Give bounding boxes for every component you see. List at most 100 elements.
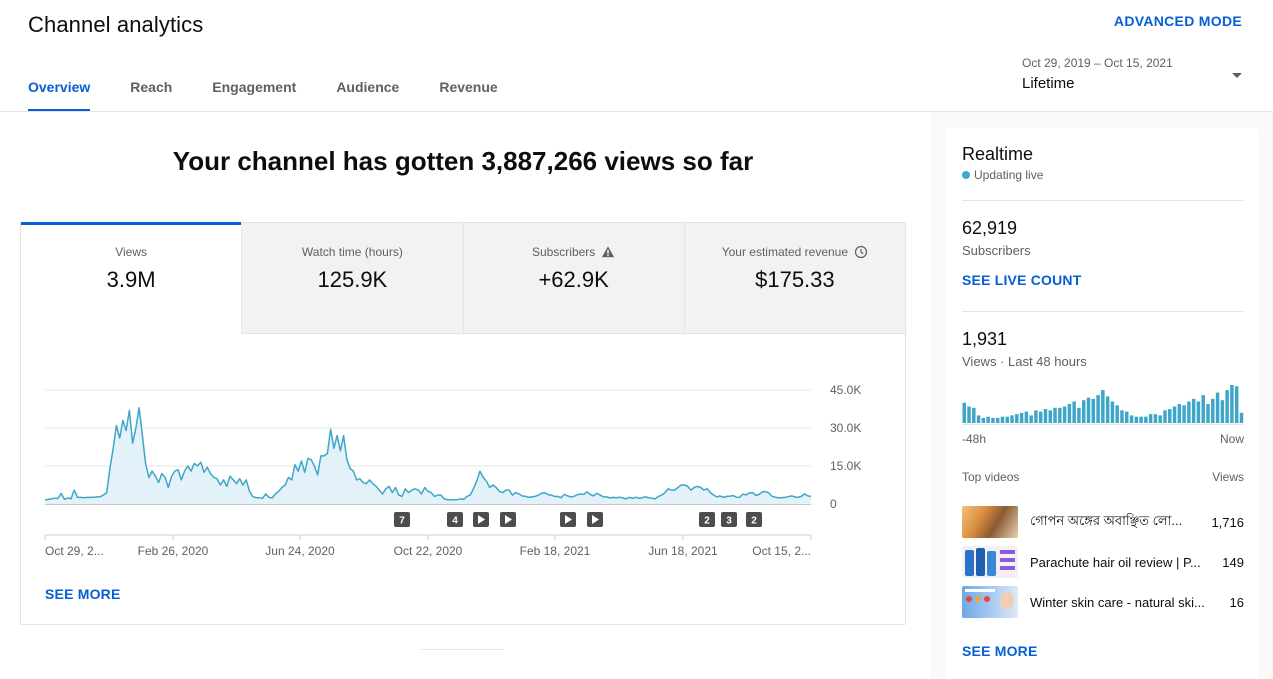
metric-value: $175.33	[755, 267, 835, 292]
live-dot-icon	[962, 171, 970, 179]
views-chart: 45.0K 30.0K 15.0K 0 7 4 2 3 2 Oct 29, 2... Feb 26,…	[44, 383, 861, 558]
metric-label: Subscribers	[532, 245, 615, 259]
metric-tab-views[interactable]: Views 3.9M	[21, 222, 242, 334]
video-marker-play-icon[interactable]	[587, 512, 603, 527]
see-more-button[interactable]: SEE MORE	[45, 586, 121, 602]
realtime-bar	[1211, 398, 1215, 423]
realtime-bar	[1139, 416, 1143, 423]
metrics-card: Views 3.9M Watch time (hours) 125.9K Sub…	[20, 222, 906, 625]
date-range-text: Oct 29, 2019 – Oct 15, 2021	[1022, 56, 1173, 70]
y-tick-label: 15.0K	[830, 459, 861, 473]
realtime-bar	[1091, 398, 1096, 423]
realtime-bar	[962, 402, 966, 423]
realtime-bar-chart	[962, 385, 1244, 423]
video-marker-play-icon[interactable]	[473, 512, 489, 527]
realtime-bar	[972, 407, 976, 423]
realtime-bar	[1043, 409, 1048, 423]
metric-value: 125.9K	[317, 267, 388, 292]
realtime-card: Realtime Updating live 62,919 Subscriber…	[946, 128, 1259, 679]
realtime-bar	[1234, 386, 1239, 423]
svg-text:3: 3	[726, 516, 732, 527]
svg-text:4: 4	[452, 516, 458, 527]
realtime-bar	[1187, 401, 1191, 423]
realtime-bar	[1015, 414, 1019, 423]
realtime-bar	[981, 417, 986, 423]
svg-text:2: 2	[751, 516, 757, 527]
axis-end-label: Now	[1219, 432, 1244, 446]
tab-overview[interactable]: Overview	[28, 79, 91, 112]
live-status-text: Updating live	[974, 168, 1044, 182]
svg-text:7: 7	[399, 516, 405, 527]
y-tick-label: 30.0K	[830, 421, 861, 435]
y-tick-label: 45.0K	[830, 383, 861, 397]
metric-tab-watch-time[interactable]: Watch time (hours) 125.9K	[241, 223, 463, 334]
realtime-bar	[991, 417, 995, 423]
x-tick-label: Feb 18, 2021	[520, 544, 591, 558]
realtime-bar	[1172, 406, 1177, 423]
realtime-bar	[1182, 405, 1186, 423]
video-marker-play-icon[interactable]	[560, 512, 576, 527]
metric-tab-revenue[interactable]: Your estimated revenue $175.33	[683, 223, 905, 334]
subscriber-label: Subscribers	[962, 243, 1031, 258]
x-tick-label: Jun 18, 2021	[648, 544, 718, 558]
tab-reach[interactable]: Reach	[130, 79, 173, 95]
divider	[962, 200, 1244, 201]
realtime-bar	[1077, 407, 1081, 423]
video-marker-badge[interactable]: 2	[699, 512, 715, 527]
tab-revenue[interactable]: Revenue	[439, 79, 498, 95]
realtime-title: Realtime	[962, 144, 1034, 164]
realtime-bar	[1072, 401, 1076, 423]
date-range-dropdown[interactable]: Oct 29, 2019 – Oct 15, 2021 Lifetime	[1022, 56, 1252, 92]
realtime-bar	[1038, 411, 1043, 423]
metric-tab-subscribers[interactable]: Subscribers +62.9K	[462, 223, 684, 334]
video-marker-play-icon[interactable]	[500, 512, 516, 527]
video-marker-badge[interactable]: 7	[394, 512, 410, 527]
header-divider	[0, 111, 1273, 112]
dropdown-caret-icon	[1232, 73, 1242, 78]
video-marker-badge[interactable]: 4	[447, 512, 463, 527]
chart-baseline	[962, 424, 1244, 425]
views-column-header: Views	[1212, 470, 1244, 484]
metric-value: +62.9K	[538, 267, 609, 292]
realtime-bar	[1110, 401, 1115, 423]
video-views: 1,716	[1211, 514, 1244, 530]
advanced-mode-button[interactable]: ADVANCED MODE	[1113, 13, 1242, 29]
video-title: Parachute hair oil review | P...	[1030, 554, 1201, 570]
y-tick-label: 0	[830, 497, 837, 511]
top-video-row[interactable]: Parachute hair oil review | P... 149	[962, 546, 1244, 578]
realtime-bar	[1062, 406, 1067, 423]
x-tick-label: Oct 15, 2...	[752, 544, 811, 558]
views-count: 1,931	[962, 329, 1008, 349]
warning-icon[interactable]	[601, 245, 615, 259]
video-marker-badge[interactable]: 3	[721, 512, 737, 527]
top-videos-header: Top videos	[962, 470, 1020, 484]
metric-value: 3.9M	[106, 267, 156, 292]
clock-icon[interactable]	[854, 245, 868, 259]
realtime-bar	[1177, 404, 1182, 423]
see-more-top-videos-button[interactable]: SEE MORE	[962, 643, 1038, 659]
realtime-bar	[1168, 409, 1172, 423]
views-headline: Your channel has gotten 3,887,266 views …	[172, 146, 754, 176]
tab-engagement[interactable]: Engagement	[212, 79, 297, 95]
top-video-row[interactable]: Winter skin care - natural ski... 16	[962, 586, 1244, 618]
metric-label: Watch time (hours)	[301, 245, 403, 259]
video-title: Winter skin care - natural ski...	[1030, 594, 1205, 610]
video-marker-badge[interactable]: 2	[746, 512, 762, 527]
realtime-bar	[1000, 416, 1005, 423]
realtime-bar	[1048, 410, 1053, 423]
realtime-bar	[1230, 385, 1234, 423]
top-video-row[interactable]: গোপন অঙ্গের অবাঞ্ছিত লো... 1,716	[962, 506, 1244, 538]
divider	[421, 649, 504, 650]
realtime-bar	[995, 417, 1000, 423]
realtime-bar	[1239, 412, 1244, 423]
axis-start-label: -48h	[962, 432, 987, 446]
realtime-bar	[1019, 412, 1024, 423]
realtime-bar	[967, 406, 971, 423]
tab-bar: Overview Reach Engagement Audience Reven…	[28, 79, 538, 112]
realtime-bar	[986, 416, 990, 423]
realtime-bar	[1191, 398, 1196, 423]
video-thumbnail	[962, 506, 1018, 538]
realtime-bar	[1129, 415, 1134, 423]
see-live-count-button[interactable]: SEE LIVE COUNT	[962, 272, 1082, 288]
tab-audience[interactable]: Audience	[336, 79, 400, 95]
